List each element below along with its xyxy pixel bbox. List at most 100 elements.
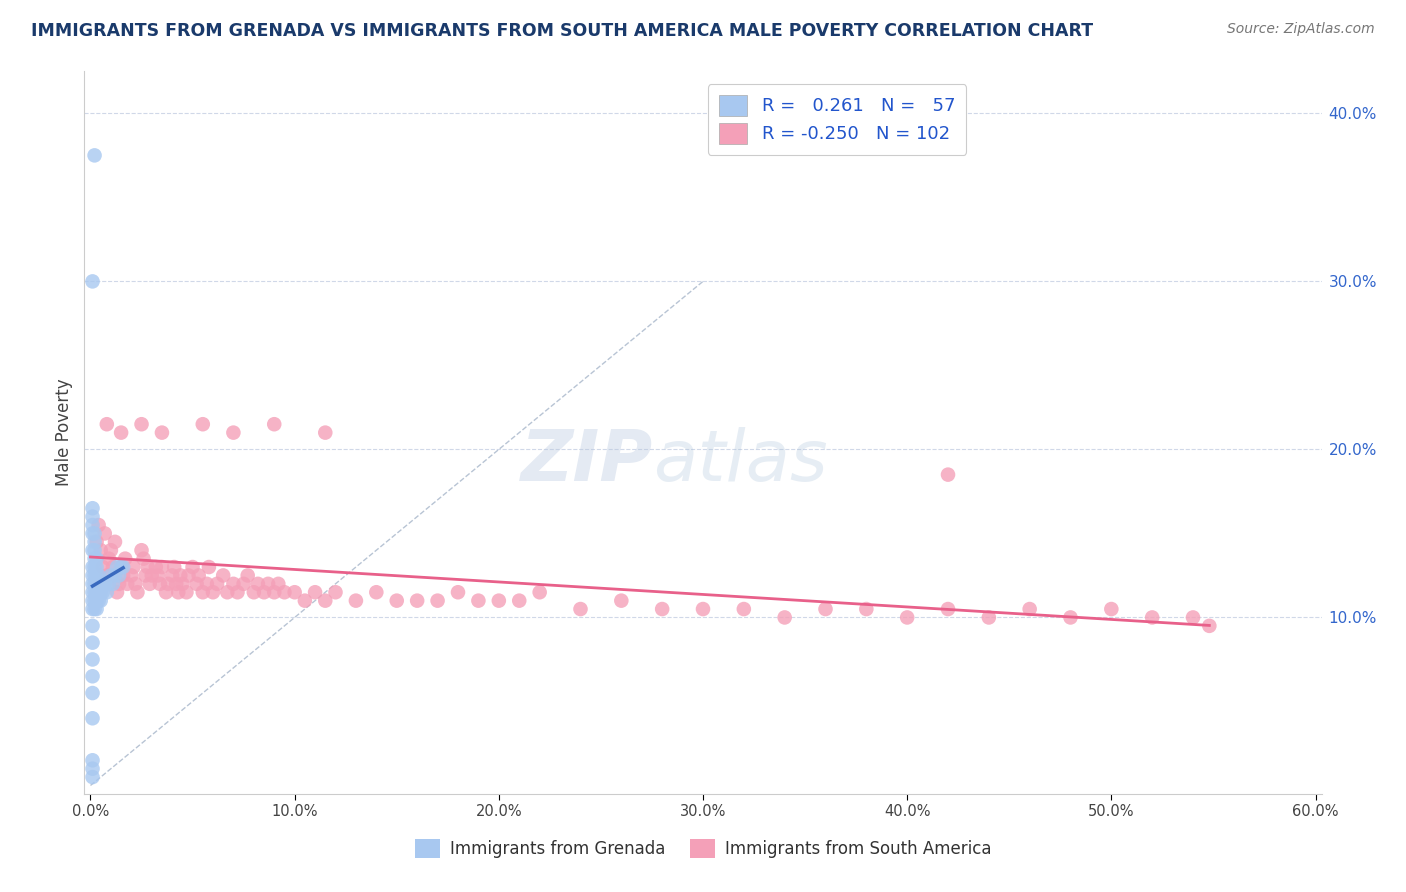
Point (112, 560, 135, 574)
Point (855, 602, 877, 616)
Point (96, 585, 118, 599)
Point (83, 593, 105, 607)
Point (163, 560, 186, 574)
Point (83, 526, 105, 541)
Point (105, 560, 128, 574)
Point (96, 568, 118, 582)
Point (304, 585, 326, 599)
Point (90, 577, 112, 591)
Point (314, 425, 336, 440)
Point (1182, 610, 1205, 624)
Point (155, 585, 177, 599)
Point (87, 518, 110, 533)
Point (651, 602, 673, 616)
Point (94, 526, 117, 541)
Point (191, 585, 214, 599)
Point (90, 593, 112, 607)
Point (115, 577, 138, 591)
Point (977, 610, 1000, 624)
Point (181, 560, 204, 574)
Point (104, 534, 127, 549)
Point (82, 568, 104, 582)
Point (104, 568, 127, 582)
Point (97, 577, 120, 591)
Point (167, 585, 190, 599)
Point (212, 568, 235, 582)
Point (141, 568, 163, 582)
Point (86, 593, 108, 607)
Point (1059, 610, 1081, 624)
Point (131, 543, 153, 558)
Point (246, 577, 269, 591)
Point (82, 526, 104, 541)
Point (86, 560, 108, 574)
Point (569, 602, 592, 616)
Point (82, 585, 104, 599)
Point (127, 585, 149, 599)
Point (82, 669, 104, 683)
Point (692, 602, 714, 616)
Point (773, 610, 796, 624)
Point (217, 585, 239, 599)
Y-axis label: Male Poverty: Male Poverty (55, 379, 73, 486)
Point (150, 425, 173, 440)
Point (110, 560, 132, 574)
Point (263, 417, 285, 432)
Text: IMMIGRANTS FROM GRENADA VS IMMIGRANTS FROM SOUTH AMERICA MALE POVERTY CORRELATIO: IMMIGRANTS FROM GRENADA VS IMMIGRANTS FR… (31, 22, 1092, 40)
Point (82, 560, 104, 574)
Point (86, 534, 108, 549)
Point (86, 585, 108, 599)
Point (87, 568, 110, 582)
Point (100, 543, 122, 558)
Point (122, 560, 145, 574)
Point (83, 543, 105, 558)
Point (83, 534, 105, 549)
Point (101, 577, 124, 591)
Point (165, 577, 187, 591)
Point (83, 585, 105, 599)
Point (205, 577, 228, 591)
Point (90, 585, 112, 599)
Point (112, 568, 135, 582)
Point (1099, 602, 1122, 616)
Point (90, 543, 112, 558)
Point (936, 602, 959, 616)
Point (149, 577, 172, 591)
Point (177, 568, 200, 582)
Point (82, 652, 104, 666)
Point (82, 577, 104, 591)
Point (253, 585, 276, 599)
Point (82, 753, 104, 767)
Point (201, 585, 224, 599)
Point (120, 568, 142, 582)
Point (406, 593, 429, 607)
Point (105, 585, 128, 599)
Point (82, 501, 104, 516)
Point (273, 585, 295, 599)
Point (157, 577, 180, 591)
Point (267, 577, 290, 591)
Point (529, 585, 551, 599)
Point (226, 585, 249, 599)
Point (294, 593, 316, 607)
Point (96, 417, 118, 432)
Point (83, 551, 105, 566)
Point (160, 568, 183, 582)
Point (83, 560, 105, 574)
Point (222, 425, 245, 440)
Point (87, 585, 110, 599)
Point (385, 593, 408, 607)
Point (82, 543, 104, 558)
Point (136, 560, 159, 574)
Point (191, 417, 214, 432)
Point (426, 593, 449, 607)
Point (87, 577, 110, 591)
Text: atlas: atlas (654, 427, 828, 496)
Point (366, 585, 388, 599)
Point (172, 577, 194, 591)
Point (82, 593, 104, 607)
Point (114, 551, 136, 566)
Point (236, 568, 259, 582)
Point (150, 560, 173, 574)
Point (467, 593, 489, 607)
